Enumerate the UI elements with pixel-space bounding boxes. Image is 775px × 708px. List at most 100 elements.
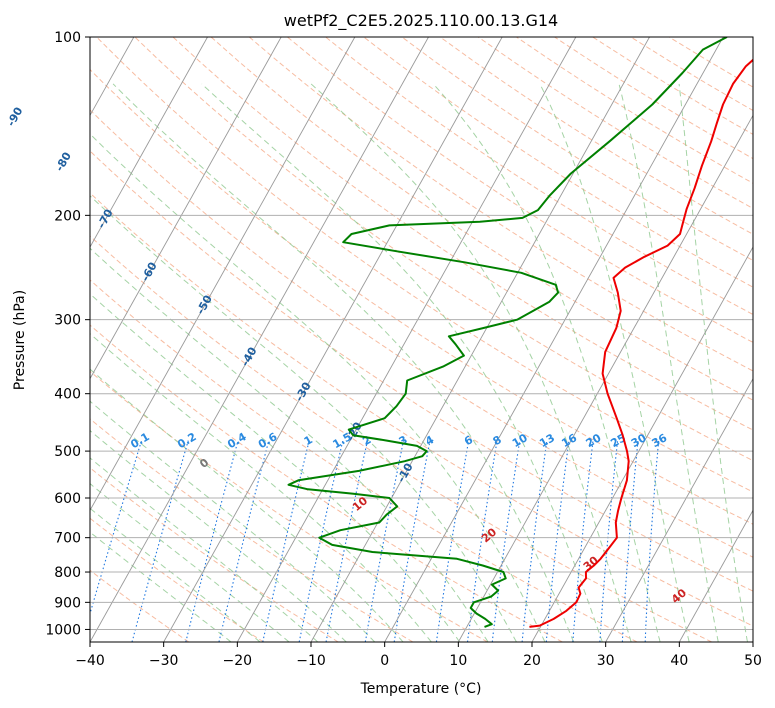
x-axis-title: Temperature (°C) [360,681,482,697]
mixing-ratio-label: 0.6 [256,430,280,451]
y-tick-label: 500 [54,444,81,460]
moist-adiabat [112,83,575,642]
moist-adiabat [310,83,632,642]
moist-adiabat [432,83,661,642]
isotherm-label: -70 [95,207,116,231]
dry-adiabat [90,192,753,627]
y-tick-label: 100 [54,30,81,46]
isotherm [605,377,753,642]
moist-adiabat [539,83,690,642]
moist-adiabat [90,293,461,642]
x-axis: −40 −30 −20 −10 0 10 20 30 40 50 [75,642,762,669]
mixing-ratio-line [90,440,143,616]
dry-adiabat [90,109,753,558]
moist-adiabat-label: 10 [350,494,370,514]
isotherm [678,509,753,642]
isotherm [457,114,753,642]
isotherm [163,37,503,642]
dry-adiabat [325,37,753,316]
y-tick-label: 200 [54,208,81,224]
mixing-ratio-line [491,440,521,642]
isotherm-label: -90 [4,105,25,129]
moist-adiabat [678,83,748,642]
mixing-ratio-line [131,440,189,642]
x-tick-label: 20 [523,653,541,669]
x-tick-label: 40 [670,653,688,669]
isotherm [531,246,753,642]
y-tick-label: 600 [54,491,81,507]
mixing-ratio-label: 0.4 [225,430,249,451]
isotherm-label: -10 [395,461,416,485]
moist-adiabat [201,83,603,642]
x-tick-label: −10 [296,653,326,669]
moist-adiabat-label: 20 [479,525,499,545]
moist-adiabat [90,195,517,642]
mixing-ratio-line [572,440,594,642]
y-axis: 100 200 300 400 500 600 700 800 900 1000 [45,30,90,638]
dry-adiabat [90,370,488,642]
dry-adiabat [668,37,753,88]
mixing-ratio-label: 20 [584,431,604,450]
mixing-ratio-label: 36 [650,431,670,450]
mixing-ratio-line [466,440,498,642]
dry-adiabat [592,37,753,135]
dewpoint-profile [287,37,728,628]
moist-adiabat [90,429,347,642]
mixing-ratio-line [262,440,310,642]
x-tick-label: −20 [223,653,253,669]
plot-frame [89,36,754,643]
mixing-ratio-line [218,440,270,642]
isotherm-label: -60 [139,260,160,284]
moist-adiabat-label: 40 [669,586,689,606]
x-tick-label: 0 [380,653,389,669]
isotherm-label: -40 [239,345,260,369]
isotherm [90,37,282,380]
mixing-ratio-label: 16 [559,431,579,450]
dry-adiabat [90,517,264,642]
dry-adiabat [90,68,753,525]
chart-title: wetPf2_C2E5.2025.110.00.13.G14 [284,11,558,31]
profiles [287,37,753,628]
dry-adiabat [516,37,753,184]
dry-adiabat [90,235,712,642]
mixing-ratio-label: 8 [491,433,504,448]
mixing-ratio-line [435,440,470,642]
mixing-ratio-line [325,440,369,642]
dry-adiabat [90,324,563,642]
x-tick-label: 50 [744,653,762,669]
isotherm [384,37,724,642]
isotherm [0,37,60,642]
moist-adiabat [90,247,489,642]
mixing-ratio-line [521,440,548,642]
moist-adiabat [618,83,719,642]
isotherm [90,37,356,512]
moist-adiabat-label: 30 [581,553,601,573]
mixing-ratio-line [364,440,405,642]
moist-adiabat [90,368,404,642]
isotherm-labels: -100-90-80-70-60-50-40-30-20-10 [4,105,416,485]
mixing-ratio-line [298,440,344,642]
mixing-ratio-label: 4 [423,433,436,448]
moist-adiabat [90,333,432,642]
isotherm [752,641,753,642]
mixing-ratio-line [599,440,619,642]
mixing-ratio-line [185,440,239,642]
isotherm [90,37,208,248]
isotherm [236,37,577,642]
y-tick-label: 400 [54,387,81,403]
mixing-ratio-label: 13 [537,431,557,450]
moist-adiabat [90,507,261,642]
x-tick-label: 30 [597,653,615,669]
dry-adiabat [90,150,753,592]
pressure-grid [90,37,753,630]
moist-adiabat [90,400,376,642]
moist-adiabat [90,457,319,642]
dry-adiabat [210,37,753,401]
y-tick-label: 300 [54,313,81,329]
y-tick-label: 800 [54,565,81,581]
mixing-ratio-label: 2 [360,433,373,448]
y-tick-label: 700 [54,531,81,547]
mixing-ratio-label: 10 [510,431,530,450]
isotherm-label: -80 [53,150,74,174]
